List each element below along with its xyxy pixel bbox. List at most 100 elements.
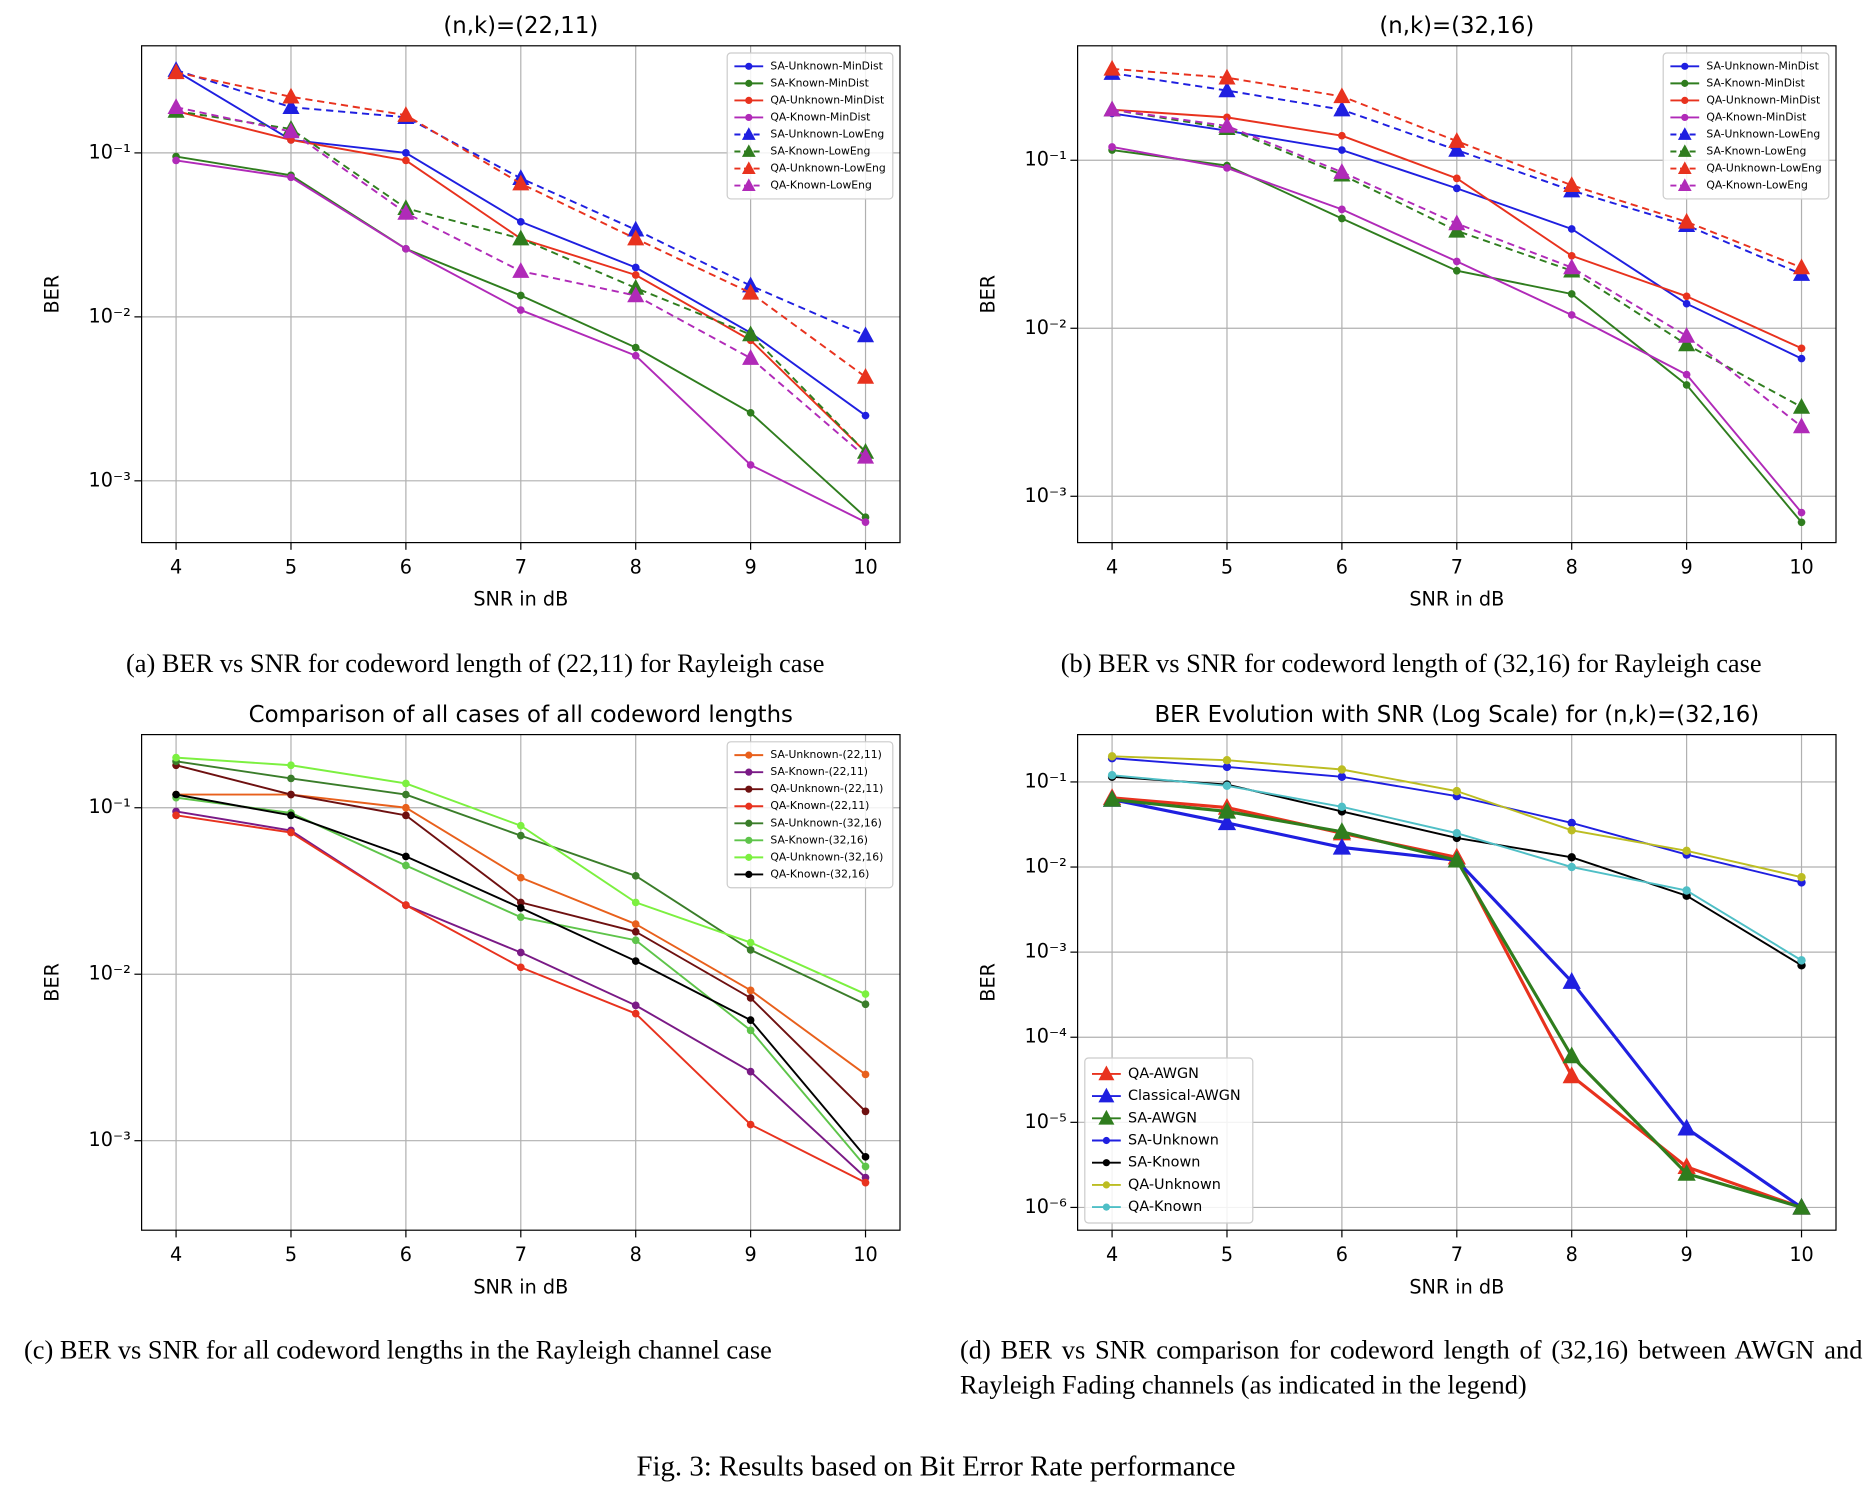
marker	[1107, 771, 1117, 780]
marker	[282, 122, 300, 139]
y-axis-label: BER	[40, 275, 63, 314]
legend-label: SA-AWGN	[1128, 1110, 1197, 1126]
x-tick-label: 10	[1789, 555, 1813, 578]
x-tick-label: 5	[285, 1243, 297, 1266]
marker	[1567, 853, 1576, 862]
legend-label: QA-Known	[1128, 1199, 1202, 1215]
legend-marker	[745, 96, 753, 104]
marker	[516, 831, 525, 840]
marker	[1797, 518, 1806, 527]
marker	[746, 994, 755, 1002]
marker	[1333, 100, 1351, 117]
marker	[512, 229, 530, 246]
legend-label: SA-Known-LowEng	[1706, 145, 1806, 158]
marker	[287, 761, 295, 770]
legend-box	[1084, 1057, 1254, 1224]
plot-frame	[1077, 45, 1837, 544]
y-tick-label: 10⁻³	[89, 468, 131, 491]
legend-marker	[1677, 127, 1692, 140]
legend-label: SA-Known-(32,16)	[770, 833, 868, 846]
y-tick-label: 10⁻¹	[89, 795, 131, 818]
marker	[282, 98, 300, 114]
marker	[1797, 508, 1806, 517]
marker	[746, 946, 755, 954]
marker	[1682, 292, 1691, 301]
marker	[1677, 1163, 1696, 1181]
marker	[1567, 311, 1576, 319]
plot-frame	[140, 733, 901, 1231]
x-tick-label: 7	[515, 555, 527, 578]
marker	[172, 753, 180, 762]
x-tick-label: 4	[1106, 1243, 1118, 1266]
marker	[746, 986, 755, 995]
marker	[516, 291, 525, 300]
marker	[1102, 790, 1122, 807]
marker	[516, 873, 525, 882]
marker	[742, 349, 760, 365]
marker	[1452, 174, 1461, 183]
marker	[631, 271, 640, 279]
legend-marker	[1102, 1159, 1110, 1167]
legend-box	[1662, 52, 1830, 200]
marker	[627, 220, 645, 237]
legend-label: Classical-AWGN	[1128, 1088, 1241, 1104]
marker	[1222, 781, 1232, 791]
x-tick-label: 9	[745, 555, 757, 578]
marker	[1797, 344, 1806, 353]
legend-marker	[1098, 1109, 1115, 1125]
caption-box: (c) BER vs SNR for all codeword lengths …	[24, 1335, 772, 1365]
chart-title: Comparison of all cases of all codeword …	[249, 702, 793, 728]
x-tick-label: 9	[1681, 1243, 1693, 1266]
marker	[1103, 59, 1121, 76]
legend-label: SA-Known-LowEng	[770, 145, 870, 158]
marker	[1217, 813, 1237, 831]
x-tick-label: 10	[1789, 1243, 1813, 1266]
legend-label: SA-Unknown-(22,11)	[770, 748, 881, 761]
x-tick-label: 8	[1566, 1243, 1578, 1266]
marker	[631, 957, 640, 965]
marker	[1792, 1197, 1811, 1215]
marker	[1223, 164, 1231, 172]
chart: (n,k)=(32,16) SNR in dB BER 4 5 6 7 8 9 10 10⁻³ 10⁻…	[976, 13, 1837, 678]
marker	[1562, 1066, 1581, 1084]
marker	[1108, 143, 1116, 151]
marker	[742, 283, 760, 300]
y-tick-label: 10⁻²	[89, 962, 131, 985]
marker	[1678, 335, 1696, 352]
marker	[287, 774, 295, 783]
legend-label: SA-Unknown-LowEng	[770, 127, 884, 140]
marker	[1682, 370, 1691, 379]
legend-label: SA-Unknown-MinDist	[1706, 59, 1818, 72]
marker	[1338, 214, 1346, 223]
marker	[1337, 772, 1347, 781]
marker	[1567, 862, 1576, 872]
marker	[861, 1107, 870, 1116]
legend-label: SA-Known-MinDist	[770, 76, 869, 89]
marker	[631, 343, 640, 352]
legend-label: QA-Known-(22,11)	[770, 799, 869, 812]
marker	[402, 901, 410, 909]
legend-label: QA-Unknown-(22,11)	[770, 782, 883, 795]
legend-marker	[745, 819, 753, 827]
marker	[631, 351, 640, 360]
marker	[1563, 258, 1581, 275]
marker	[631, 871, 640, 880]
marker	[1562, 972, 1581, 989]
x-tick-label: 8	[1566, 555, 1578, 578]
chart-title: (n,k)=(22,11)	[443, 13, 598, 39]
marker	[746, 1026, 755, 1035]
x-axis-label: SNR in dB	[1409, 588, 1504, 611]
legend-marker	[745, 836, 753, 844]
y-tick-label: 10⁻¹	[89, 140, 131, 163]
y-axis-label: BER	[976, 963, 999, 1002]
marker	[861, 1070, 870, 1079]
marker	[516, 913, 525, 922]
marker	[402, 811, 410, 820]
x-axis-label: SNR in dB	[473, 588, 568, 611]
legend-marker	[1677, 178, 1692, 191]
marker	[856, 367, 875, 384]
legend-marker	[1681, 113, 1689, 122]
y-tick-label: 10⁻¹	[1025, 148, 1067, 171]
legend-box	[726, 52, 894, 200]
marker	[402, 790, 410, 799]
